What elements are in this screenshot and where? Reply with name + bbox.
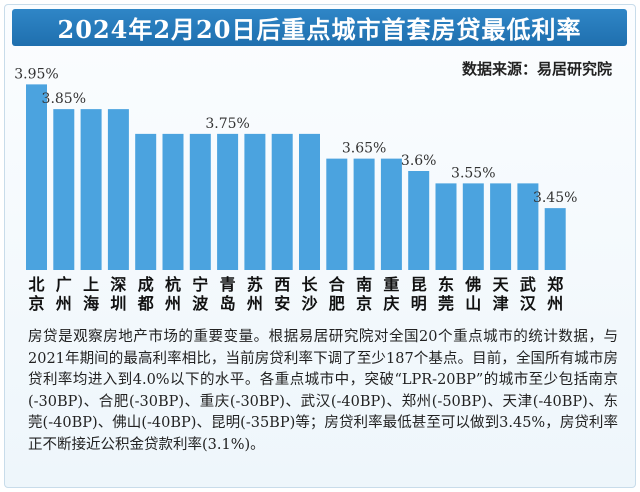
bar-广州 — [53, 109, 75, 270]
category-label-东莞: 东莞 — [438, 275, 454, 313]
bar-东莞 — [435, 183, 457, 270]
bar-西安 — [271, 133, 293, 270]
bar-武汉 — [517, 183, 539, 270]
category-label-广州: 广州 — [55, 275, 72, 313]
bar-上海 — [80, 109, 102, 270]
value-label-南京: 3.65% — [342, 141, 386, 157]
category-label-郑州: 郑州 — [546, 275, 563, 313]
value-label-昆明: 3.6% — [401, 153, 437, 169]
category-label-武汉: 武汉 — [520, 275, 537, 313]
bar-天津 — [490, 183, 512, 270]
bar-郑州 — [544, 208, 566, 270]
category-label-西安: 西安 — [274, 275, 290, 313]
bar-杭州 — [162, 133, 184, 270]
bar-北京 — [26, 84, 47, 270]
bar-合肥 — [326, 158, 348, 270]
bar-成都 — [135, 133, 157, 270]
category-label-天津: 天津 — [493, 275, 510, 313]
category-label-昆明: 昆明 — [411, 275, 427, 313]
category-label-上海: 上海 — [83, 275, 99, 313]
data-source-label: 数据来源：易居研究院 — [461, 60, 612, 78]
bar-青岛 — [217, 133, 239, 270]
value-label-佛山: 3.55% — [451, 165, 495, 181]
chart-title: 2024年2月20日后重点城市首套房贷最低利率 — [12, 9, 627, 46]
description-paragraph: 房贷是观察房地产市场的重要变量。根据易居研究院对全国20个重点城市的统计数据，与… — [28, 329, 618, 453]
category-label-南京: 南京 — [356, 275, 372, 313]
value-label-广州: 3.85% — [42, 91, 86, 107]
bar-南京 — [353, 158, 375, 270]
category-label-长沙: 长沙 — [301, 275, 318, 313]
category-label-重庆: 重庆 — [382, 275, 399, 313]
category-label-宁波: 宁波 — [192, 275, 209, 313]
category-label-佛山: 佛山 — [464, 275, 481, 313]
bar-长沙 — [299, 133, 320, 270]
bar-深圳 — [107, 109, 129, 270]
category-label-北京: 北京 — [28, 275, 44, 313]
category-label-青岛: 青岛 — [220, 275, 236, 313]
category-label-深圳: 深圳 — [110, 275, 126, 313]
bar-昆明 — [408, 171, 430, 270]
category-label-成都: 成都 — [137, 275, 154, 313]
category-label-合肥: 合肥 — [329, 275, 346, 313]
value-label-郑州: 3.45% — [533, 190, 577, 206]
bar-重庆 — [380, 158, 402, 270]
bar-苏州 — [244, 133, 266, 270]
category-label-杭州: 杭州 — [164, 275, 181, 313]
value-label-北京: 3.95% — [14, 66, 58, 82]
value-label-青岛: 3.75% — [205, 116, 249, 132]
bar-宁波 — [189, 133, 211, 270]
category-label-苏州: 苏州 — [246, 275, 263, 313]
bar-佛山 — [462, 183, 484, 270]
